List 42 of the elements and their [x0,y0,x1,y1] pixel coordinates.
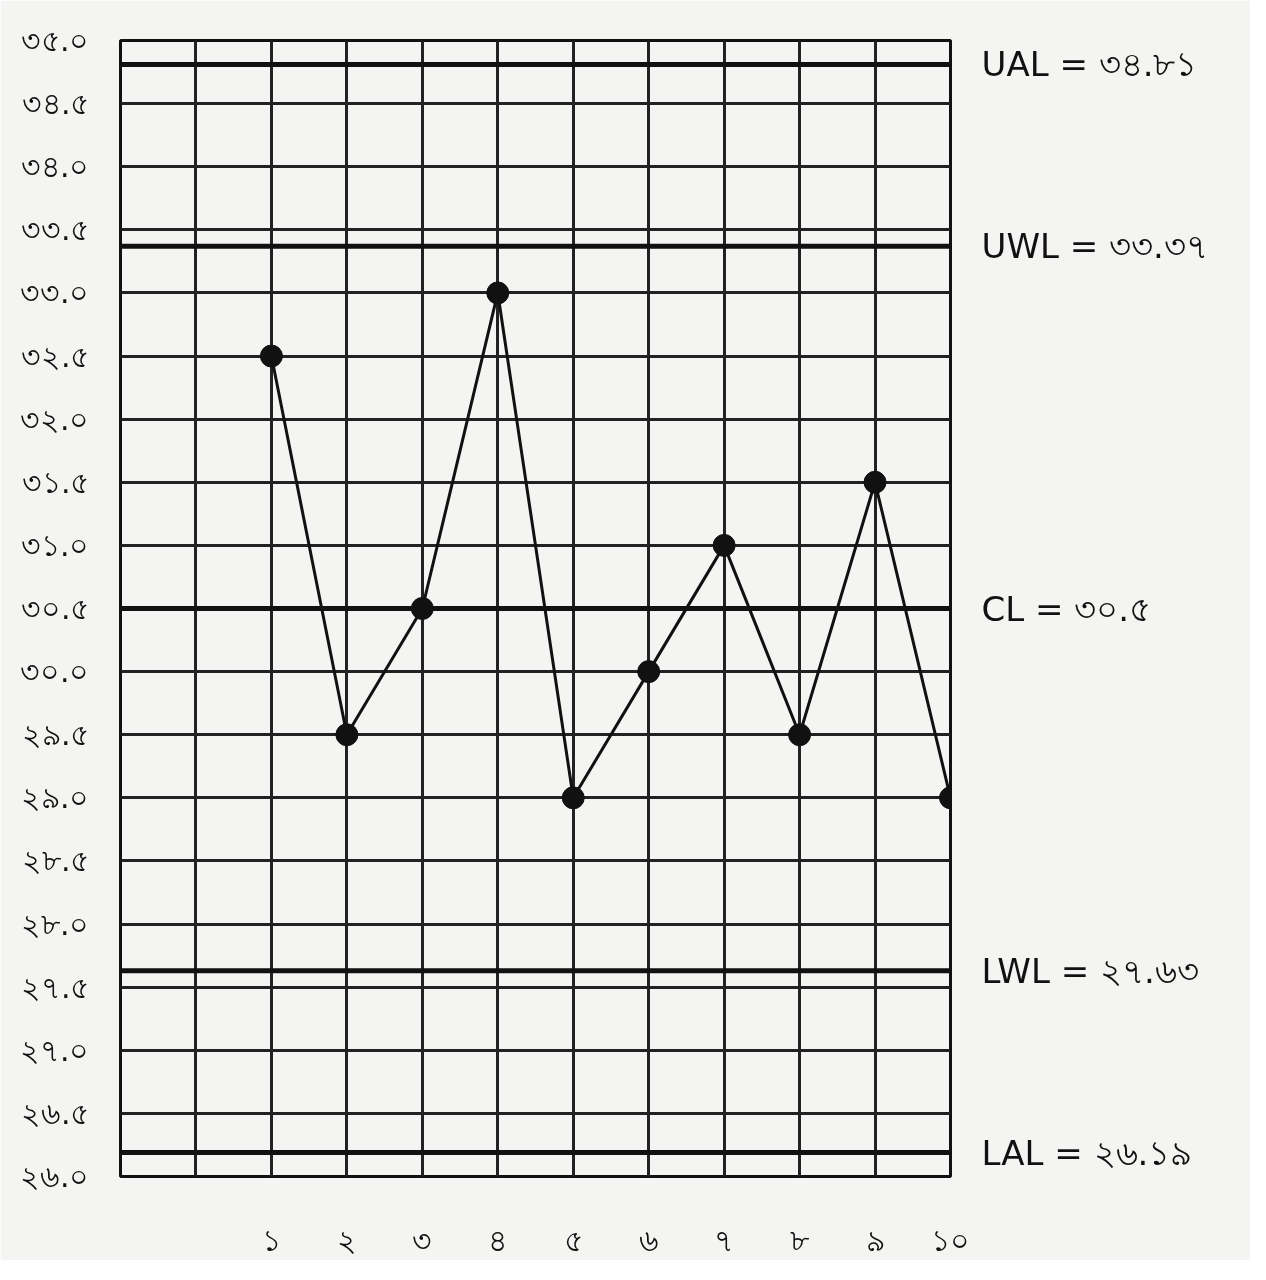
point [637,660,661,684]
y-tick-label: ৩০.৫ [20,591,90,626]
y-tick-label: ২৭.৫ [20,969,90,1005]
y-tick-label: ৩৫.০ [20,23,90,58]
y-tick-label: ৩১.৫ [21,464,90,500]
y-tick-label: ২৯.০ [20,780,90,816]
point [788,723,812,747]
x-tick-label: ৬ [638,1222,659,1258]
x-tick-label: ৫ [563,1222,583,1258]
x-tick-label: ৮ [790,1222,810,1258]
y-tick-label: ৩০.০ [19,654,90,690]
point [712,533,736,557]
x-tick-label: ৩ [412,1222,433,1258]
point [486,281,510,305]
x-tick-label: ৯ [865,1222,885,1258]
point [561,786,585,810]
ref-line-label: LAL = ২৬.১৯ [981,1132,1193,1173]
y-tick-label: ২৬.০ [19,1159,90,1194]
x-tick-label: ১০ [931,1222,970,1258]
y-tick-label: ২৮.৫ [21,843,90,879]
x-tick-label: ৭ [714,1222,735,1258]
point [863,470,887,494]
y-tick-label: ৩১.০ [20,527,90,563]
ref-line-label: LWL = ২৭.৬৩ [981,950,1199,991]
y-tick-label: ৩২.৫ [20,338,90,374]
y-tick-label: ৩৪.৫ [21,86,90,122]
y-tick-label: ২৮.০ [20,906,90,942]
y-tick-label: ২৭.০ [19,1032,90,1068]
x-tick-label: ৪ [488,1222,508,1258]
y-tick-label: ৩৩.৫ [20,212,90,248]
y-tick-label: ৩৪.০ [20,149,90,185]
y-tick-label: ২৬.৫ [20,1095,90,1131]
ref-line-label: CL = ৩০.৫ [981,588,1152,629]
y-tick-label: ২৯.৫ [21,717,90,753]
x-tick-label: ১ [261,1222,281,1258]
point [259,344,283,368]
x-tick-label: ২ [336,1222,357,1258]
y-tick-label: ৩২.০ [19,401,90,437]
ref-line-label: UAL = ৩৪.৮১ [981,44,1198,85]
y-tick-label: ৩৩.০ [19,275,90,311]
ref-line-label: UWL = ৩৩.৩৭ [981,226,1208,267]
point [335,723,359,747]
